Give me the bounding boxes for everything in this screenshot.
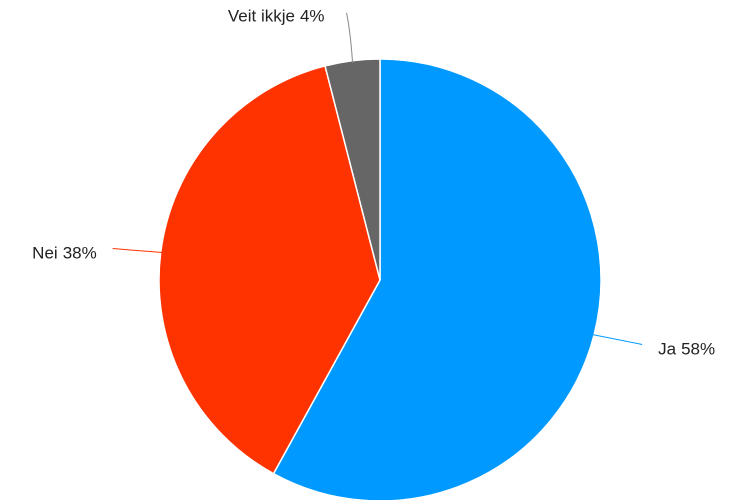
slice-category: Veit ikkje — [228, 7, 295, 26]
slice-label: Ja 58% — [658, 340, 715, 359]
slice-category: Ja — [658, 340, 677, 359]
leader-line — [592, 333, 643, 345]
slice-value: 38% — [63, 244, 97, 263]
slice-value: 58% — [681, 340, 715, 359]
leader-line — [346, 12, 354, 63]
slice-value: 4% — [300, 7, 325, 26]
slice-category: Nei — [32, 244, 58, 263]
leader-line — [112, 248, 163, 254]
slice-label: Veit ikkje 4% — [228, 7, 325, 26]
slice-label: Nei 38% — [32, 244, 97, 263]
